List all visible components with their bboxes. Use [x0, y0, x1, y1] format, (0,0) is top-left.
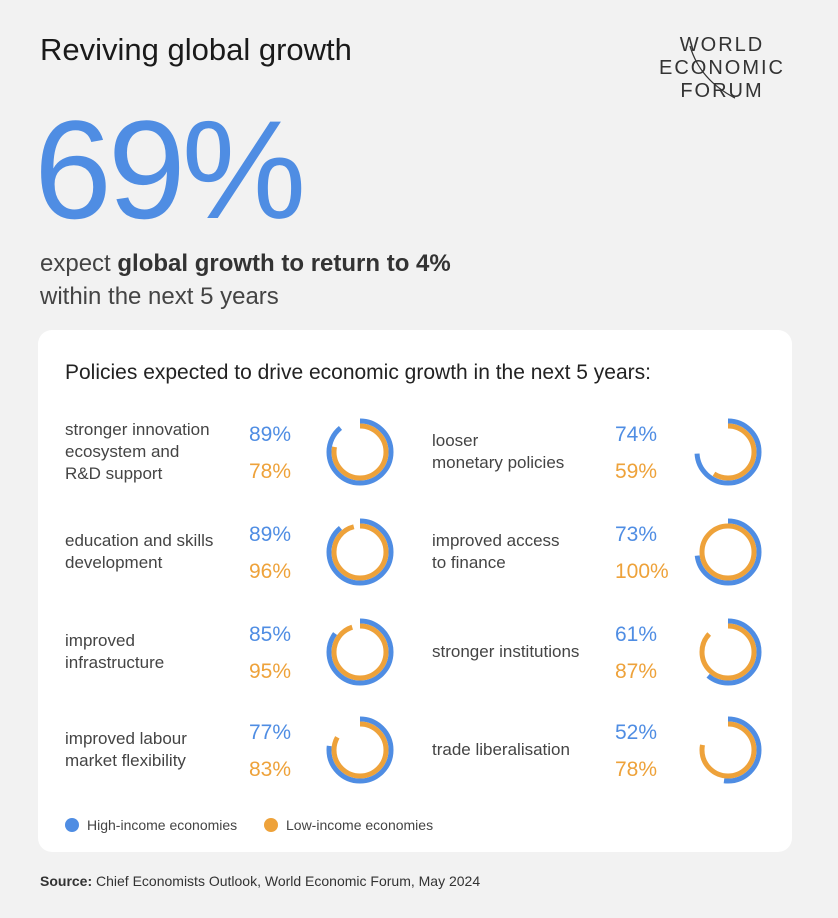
- category-label: improved labour market flexibility: [65, 729, 187, 770]
- category-label: trade liberalisation: [432, 740, 570, 759]
- ring-arc: [694, 418, 762, 486]
- value-label: 78%: [615, 758, 658, 781]
- ring-arc: [326, 618, 394, 686]
- ring-arc: [699, 423, 757, 481]
- category-label: improved access to finance: [432, 531, 560, 572]
- value-label: 77%: [249, 721, 292, 744]
- ring-arc: [694, 618, 762, 686]
- value-label: 83%: [249, 758, 292, 781]
- source: Source: Chief Economists Outlook, World …: [40, 873, 480, 889]
- title: Reviving global growth: [40, 32, 352, 67]
- ring-arc: [326, 518, 394, 586]
- value-label: 89%: [249, 523, 292, 546]
- ring-arc: [331, 523, 389, 581]
- value-label: 89%: [249, 423, 292, 446]
- ring-arc: [326, 716, 394, 784]
- value-label: 87%: [615, 660, 658, 683]
- ring-arc: [331, 721, 389, 779]
- legend-dot: [264, 818, 278, 832]
- value-label: 78%: [249, 460, 292, 483]
- category-label: looser monetary policies: [432, 431, 565, 472]
- ring-arc: [699, 721, 757, 779]
- ring-arc: [694, 716, 762, 784]
- legend-dot: [65, 818, 79, 832]
- ring-arc: [331, 423, 389, 481]
- value-label: 95%: [249, 660, 292, 683]
- value-label: 61%: [615, 623, 658, 646]
- chart-title: Policies expected to drive economic grow…: [65, 361, 651, 384]
- logo-text: FORUM: [680, 80, 764, 102]
- category-label: stronger innovation ecosystem and R&D su…: [65, 420, 210, 483]
- ring-arc: [699, 523, 757, 581]
- legend-label: High-income economies: [87, 817, 238, 833]
- headline: 69%: [34, 91, 306, 248]
- source-text: Chief Economists Outlook, World Economic…: [92, 873, 481, 889]
- category-label: improved infrastructure: [65, 631, 165, 672]
- value-label: 96%: [249, 560, 292, 583]
- value-label: 100%: [615, 560, 669, 583]
- legend-label: Low-income economies: [286, 817, 434, 833]
- ring-arc: [694, 518, 762, 586]
- value-label: 52%: [615, 721, 658, 744]
- subtitle: expect global growth to return to 4%: [40, 250, 451, 278]
- card: [38, 330, 792, 852]
- ring-arc: [326, 418, 394, 486]
- subtitle: within the next 5 years: [40, 283, 279, 310]
- source-label: Source:: [40, 873, 93, 889]
- logo-text: WORLD: [679, 34, 765, 56]
- ring-arc: [331, 623, 389, 681]
- subtitle-text: expect: [40, 250, 118, 277]
- category-label: education and skills development: [65, 531, 214, 572]
- value-label: 59%: [615, 460, 658, 483]
- value-label: 74%: [615, 423, 658, 446]
- value-label: 85%: [249, 623, 292, 646]
- value-label: 73%: [615, 523, 658, 546]
- subtitle-bold: global growth to return to 4%: [117, 250, 451, 277]
- logo-arc: [689, 45, 736, 99]
- logo-text: ECONOMIC: [659, 57, 785, 79]
- ring-arc: [699, 623, 757, 681]
- category-label: stronger institutions: [432, 642, 580, 661]
